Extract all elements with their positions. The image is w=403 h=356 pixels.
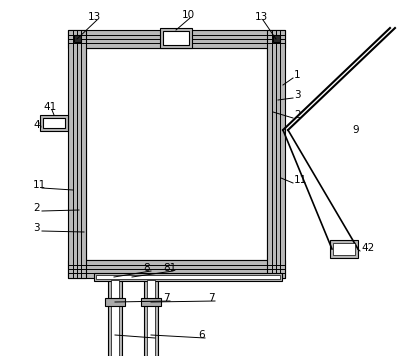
Text: 8: 8 — [143, 263, 150, 273]
Bar — [94, 273, 282, 281]
Text: 10: 10 — [182, 10, 195, 20]
Bar — [74, 35, 81, 42]
Bar — [147, 280, 155, 356]
Bar — [43, 118, 65, 128]
Bar — [144, 278, 158, 356]
Text: 7: 7 — [208, 293, 215, 303]
Text: 2: 2 — [33, 203, 39, 213]
Bar — [141, 298, 161, 306]
Text: 3: 3 — [294, 90, 301, 100]
Bar — [68, 30, 86, 278]
Text: 11: 11 — [294, 175, 307, 185]
Text: 3: 3 — [33, 223, 39, 233]
Bar — [68, 30, 285, 48]
Bar — [68, 260, 285, 278]
Text: 6: 6 — [198, 330, 205, 340]
Bar — [163, 31, 189, 45]
Bar — [105, 298, 125, 306]
Text: 41: 41 — [43, 102, 56, 112]
Text: 11: 11 — [33, 180, 46, 190]
Text: 4: 4 — [33, 120, 39, 130]
Text: 81: 81 — [163, 263, 176, 273]
Bar — [330, 240, 358, 258]
Bar — [111, 280, 119, 356]
Text: 2: 2 — [294, 110, 301, 120]
Bar — [267, 30, 285, 278]
Bar — [273, 35, 280, 42]
Text: 42: 42 — [361, 243, 374, 253]
Text: 13: 13 — [88, 12, 101, 22]
Bar — [333, 243, 355, 255]
Bar — [96, 275, 280, 279]
Text: 1: 1 — [294, 70, 301, 80]
Text: 13: 13 — [255, 12, 268, 22]
Bar — [86, 48, 267, 260]
Bar — [108, 278, 122, 356]
Bar — [40, 115, 68, 131]
Text: 5: 5 — [148, 330, 155, 340]
Text: 9: 9 — [352, 125, 359, 135]
Text: 7: 7 — [163, 293, 170, 303]
Bar — [160, 28, 192, 48]
